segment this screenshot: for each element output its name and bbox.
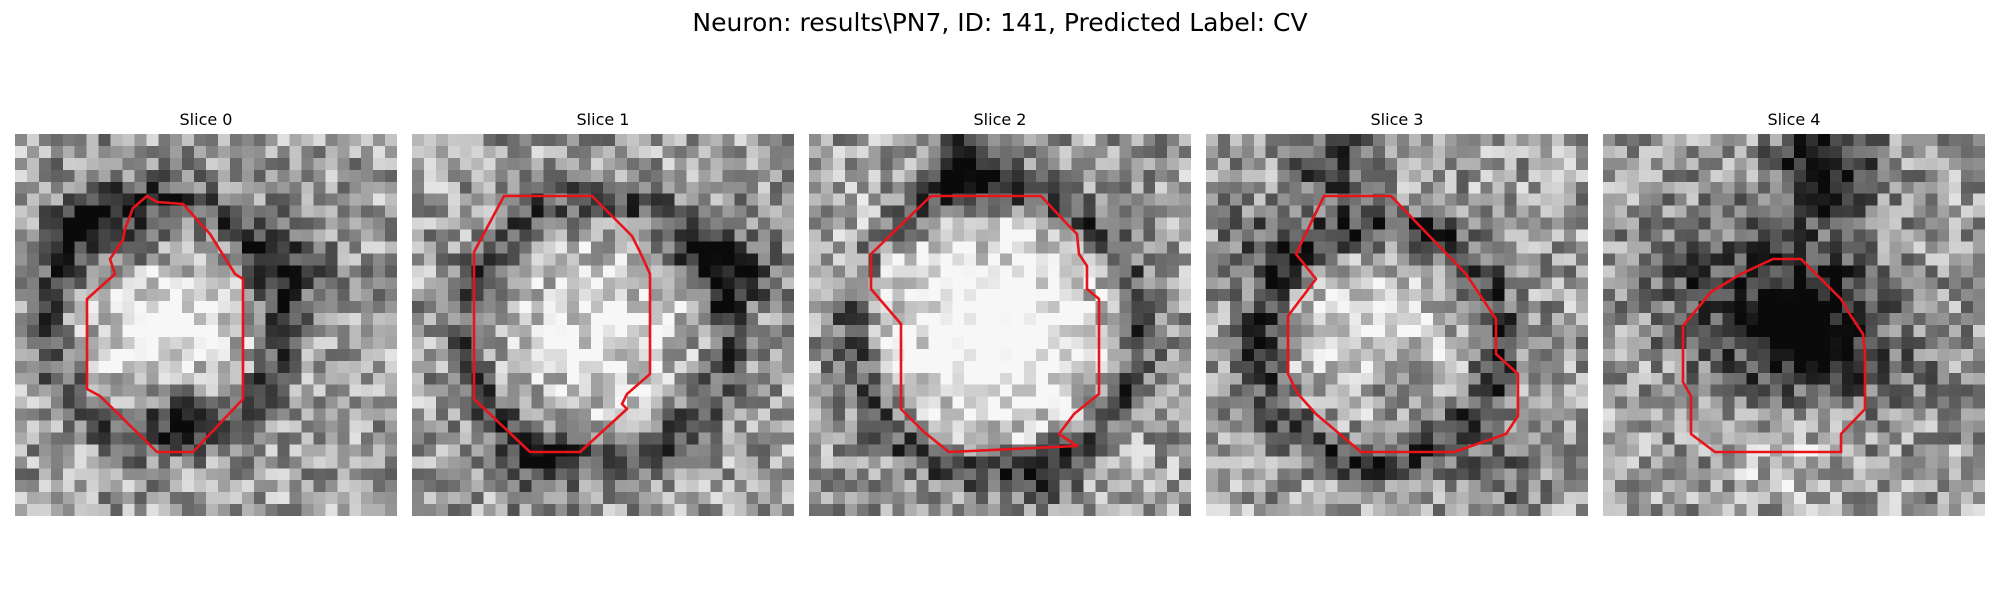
slice-title: Slice 0 [179,110,233,129]
neuron-contour [472,194,652,454]
slice-pixels [1206,134,1588,516]
slice-image [412,134,794,516]
slice-title: Slice 3 [1370,110,1424,129]
slice-panel-2: Slice 2 [809,110,1191,516]
slice-panel-0: Slice 0 [15,110,397,516]
slice-title: Slice 1 [576,110,630,129]
slice-pixels [809,134,1191,516]
neuron-contour [1286,194,1520,454]
slice-image [809,134,1191,516]
slice-image [1206,134,1588,516]
slice-pixels [412,134,794,516]
slice-pixels [15,134,397,516]
neuron-contour [1681,257,1867,454]
slice-image [15,134,397,516]
slice-image [1603,134,1985,516]
slice-pixels [1603,134,1985,516]
neuron-contour [869,194,1101,454]
figure-title: Neuron: results\PN7, ID: 141, Predicted … [692,8,1308,37]
slice-panel-4: Slice 4 [1603,110,1985,516]
neuron-contour [85,194,245,454]
slice-title: Slice 2 [973,110,1027,129]
slice-title: Slice 4 [1767,110,1821,129]
slice-panel-1: Slice 1 [412,110,794,516]
slice-panel-3: Slice 3 [1206,110,1588,516]
